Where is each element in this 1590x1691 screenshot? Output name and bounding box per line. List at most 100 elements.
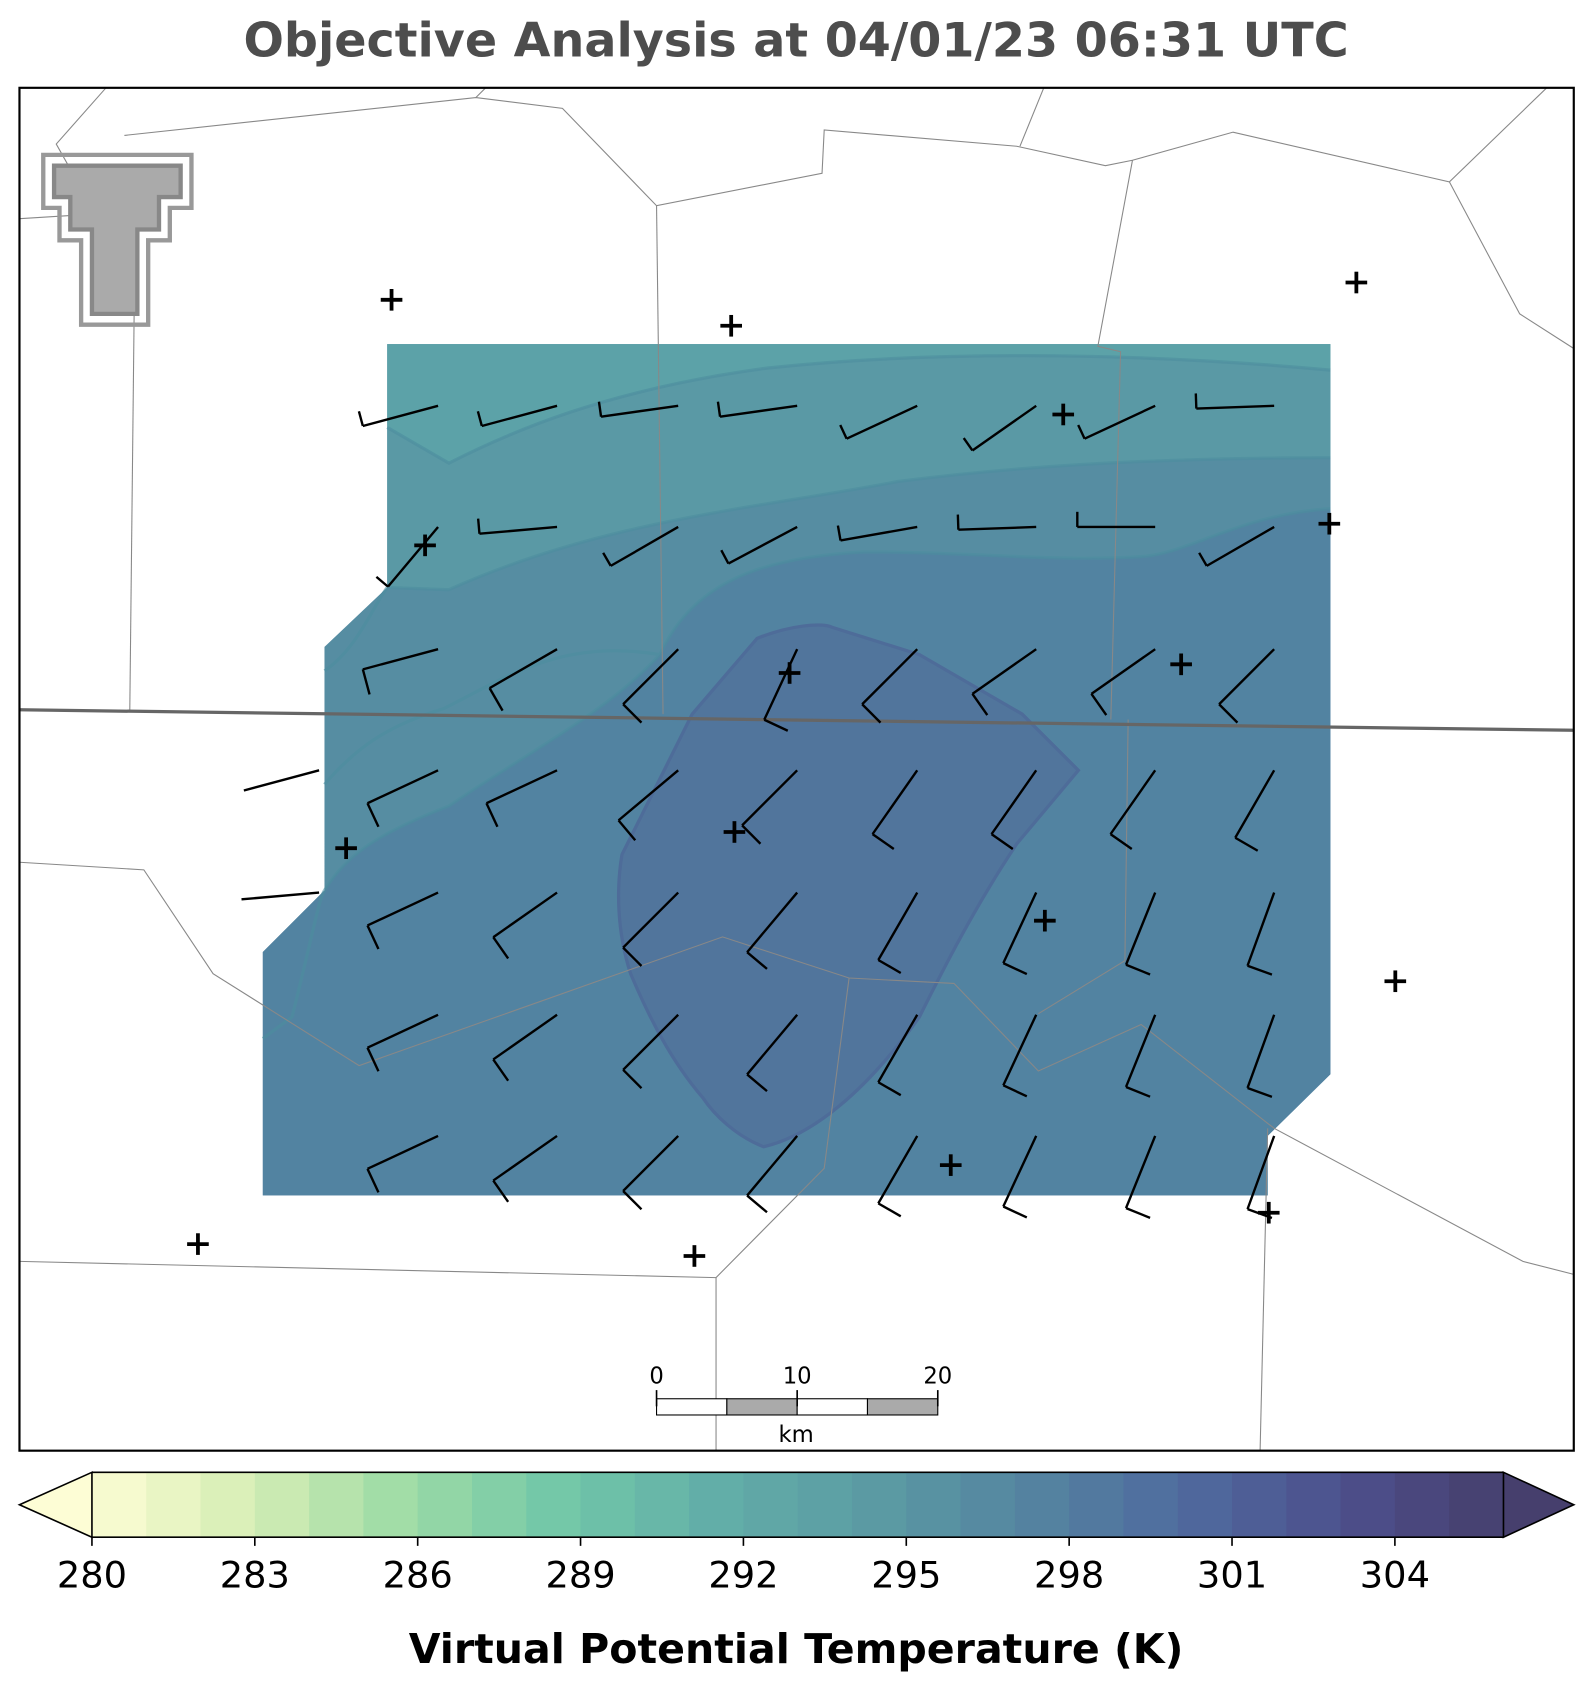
barb-staff xyxy=(877,1014,919,1083)
contour-fill xyxy=(616,623,1081,1149)
barb-tick xyxy=(476,411,483,427)
barb-staff xyxy=(387,526,439,588)
barb-tick xyxy=(1002,1205,1028,1219)
colorbar-bin xyxy=(1394,1472,1450,1538)
colorbar-bin xyxy=(797,1472,853,1538)
colorbar-bin xyxy=(363,1472,419,1538)
colorbar-tick-label: 298 xyxy=(1034,1554,1104,1597)
contour-lines xyxy=(261,354,1331,1040)
colorbar-bin xyxy=(689,1472,744,1538)
barb-staff xyxy=(1002,892,1038,964)
barb-tick xyxy=(871,833,895,850)
colorbar-bin xyxy=(1069,1472,1124,1538)
barb-staff xyxy=(1124,892,1157,966)
colorbar-frame xyxy=(91,1471,1504,1539)
barb-tick xyxy=(1002,962,1028,976)
barb-tick xyxy=(1002,1084,1028,1098)
barb-tick xyxy=(488,687,504,712)
barb-staff xyxy=(1246,892,1276,967)
barb-staff xyxy=(622,1135,680,1192)
colorbar: 280 283 286 289 292 295 298 301 304 xyxy=(17,1471,1576,1597)
barb-tick xyxy=(492,1179,510,1203)
barb-staff xyxy=(479,525,558,535)
colorbar-bin xyxy=(254,1472,310,1538)
barb-staff xyxy=(1246,1135,1276,1210)
colorbar-tick-label: 295 xyxy=(871,1554,941,1597)
barb-staff xyxy=(763,648,799,721)
barb-staff xyxy=(492,1134,558,1182)
chart-title: Objective Analysis at 04/01/23 06:31 UTC xyxy=(243,13,1348,68)
barb-tick xyxy=(836,525,842,541)
barb-staff xyxy=(366,769,439,805)
barb-tick xyxy=(366,1047,380,1072)
barb-tick xyxy=(622,946,643,967)
map xyxy=(18,86,1575,1452)
colorbar-bin xyxy=(200,1472,256,1538)
barb-staff xyxy=(481,404,558,428)
barb-staff xyxy=(746,891,799,953)
barb-tick xyxy=(990,833,1014,850)
barb-staff xyxy=(1246,1014,1276,1089)
colorbar-tick-label: 283 xyxy=(220,1554,290,1597)
colorbar-bin xyxy=(526,1472,582,1538)
colorbar-bin xyxy=(146,1472,202,1538)
scale-label: 10 xyxy=(783,1364,812,1390)
colorbar-bin xyxy=(1123,1472,1179,1538)
barb-tick xyxy=(366,802,380,828)
colorbar-bin xyxy=(743,1472,799,1538)
barb-staff xyxy=(719,404,798,418)
state-line xyxy=(19,708,1574,732)
barb-tick xyxy=(622,1190,643,1211)
barb-tick xyxy=(746,951,768,970)
barb-tick xyxy=(485,802,499,828)
barb-staff xyxy=(746,1014,799,1076)
contour-fill xyxy=(387,344,1331,464)
colorbar-tick-label: 292 xyxy=(708,1554,778,1597)
barb-staff xyxy=(846,404,918,440)
barb-tick xyxy=(962,437,974,452)
barb-staff xyxy=(366,1013,439,1049)
barb-tick xyxy=(622,703,643,724)
barb-staff xyxy=(241,891,320,901)
barb-staff xyxy=(727,525,798,565)
barb-staff xyxy=(1090,648,1156,695)
barb-tick xyxy=(877,958,902,975)
barb-tick xyxy=(1077,424,1086,440)
barb-staff xyxy=(971,648,1037,695)
barb-staff xyxy=(1218,648,1276,706)
barb-staff xyxy=(871,769,919,835)
barb-staff xyxy=(840,525,918,542)
colorbar-bin xyxy=(960,1472,1016,1538)
barb-tick xyxy=(1234,836,1259,852)
contour-fill xyxy=(324,457,1331,891)
barb-tick xyxy=(1125,1207,1151,1219)
barb-staff xyxy=(492,891,558,939)
scale-label: 0 xyxy=(649,1364,663,1390)
barb-staff xyxy=(492,1013,558,1061)
barb-tick xyxy=(861,703,882,724)
barb-tick xyxy=(602,552,612,567)
barb-staff xyxy=(1084,404,1156,440)
colorbar-bin xyxy=(851,1472,907,1538)
barb-staff xyxy=(362,648,439,671)
colorbar-bin xyxy=(1177,1472,1233,1538)
barb-staff xyxy=(489,648,558,690)
barb-tick xyxy=(746,1194,768,1214)
barb-staff xyxy=(877,1135,919,1204)
scale-segment xyxy=(726,1398,798,1416)
barb-tick xyxy=(763,718,789,732)
wind-barbs xyxy=(241,393,1276,1220)
barb-tick xyxy=(1247,1086,1273,1098)
barb-staff xyxy=(366,1134,439,1170)
barb-tick xyxy=(1090,693,1108,716)
barb-staff xyxy=(362,404,439,428)
barb-tick xyxy=(877,1202,902,1218)
barb-tick xyxy=(1247,964,1273,976)
colorbar-bin xyxy=(1449,1472,1505,1538)
barb-tick xyxy=(476,518,481,534)
barb-tick xyxy=(839,424,848,440)
barb-tick xyxy=(622,1069,643,1090)
colorbar-bin xyxy=(634,1472,690,1538)
barb-staff xyxy=(610,525,679,567)
